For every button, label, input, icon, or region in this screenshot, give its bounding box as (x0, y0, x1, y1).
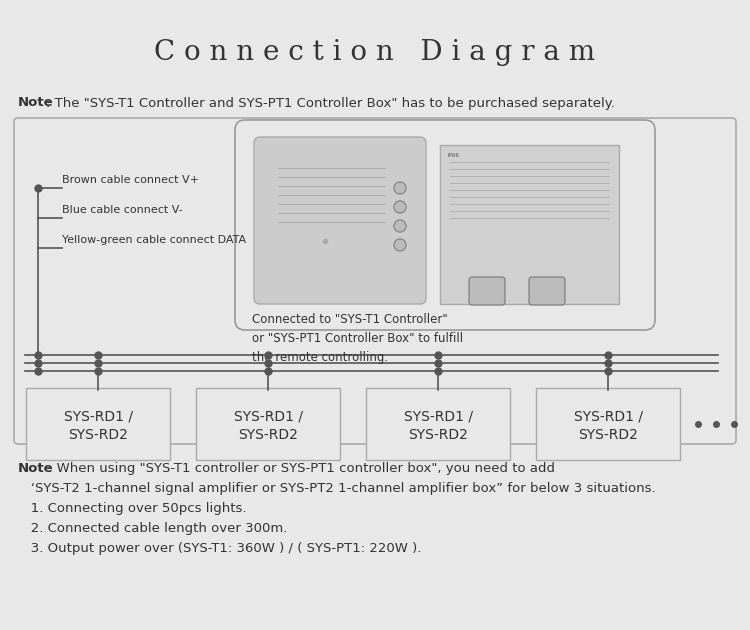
FancyBboxPatch shape (366, 388, 510, 460)
Text: SYS-RD2: SYS-RD2 (578, 428, 638, 442)
FancyBboxPatch shape (26, 388, 170, 460)
Text: 3. Output power over (SYS-T1: 360W ) / ( SYS-PT1: 220W ).: 3. Output power over (SYS-T1: 360W ) / (… (18, 542, 422, 555)
Text: Connected to "SYS-T1 Controller"
or "SYS-PT1 Controller Box" to fulfill
the remo: Connected to "SYS-T1 Controller" or "SYS… (252, 313, 463, 364)
Text: : When using "SYS-T1 controller or SYS-PT1 controller box", you need to add: : When using "SYS-T1 controller or SYS-P… (48, 462, 555, 475)
Text: IP66: IP66 (447, 153, 459, 158)
Text: SYS-RD2: SYS-RD2 (408, 428, 468, 442)
Text: SYS-RD2: SYS-RD2 (68, 428, 128, 442)
Text: SYS-RD1 /: SYS-RD1 / (404, 410, 472, 424)
Text: Brown cable connect V+: Brown cable connect V+ (62, 175, 199, 185)
FancyBboxPatch shape (196, 388, 340, 460)
Text: : The "SYS-T1 Controller and SYS-PT1 Controller Box" has to be purchased separat: : The "SYS-T1 Controller and SYS-PT1 Con… (46, 96, 615, 110)
Circle shape (394, 220, 406, 232)
Text: ‘SYS-T2 1-channel signal amplifier or SYS-PT2 1-channel amplifier box” for below: ‘SYS-T2 1-channel signal amplifier or SY… (18, 482, 656, 495)
FancyBboxPatch shape (14, 118, 736, 444)
Circle shape (394, 239, 406, 251)
Text: SYS-RD1 /: SYS-RD1 / (64, 410, 133, 424)
Text: SYS-RD2: SYS-RD2 (238, 428, 298, 442)
Text: Blue cable connect V-: Blue cable connect V- (62, 205, 183, 215)
FancyBboxPatch shape (469, 277, 505, 305)
Text: SYS-RD1 /: SYS-RD1 / (574, 410, 643, 424)
Text: 2. Connected cable length over 300m.: 2. Connected cable length over 300m. (18, 522, 287, 535)
Text: SYS-RD1 /: SYS-RD1 / (233, 410, 302, 424)
FancyBboxPatch shape (536, 388, 680, 460)
FancyBboxPatch shape (440, 145, 619, 304)
FancyBboxPatch shape (529, 277, 565, 305)
FancyBboxPatch shape (235, 120, 655, 330)
Text: C o n n e c t i o n   D i a g r a m: C o n n e c t i o n D i a g r a m (154, 38, 596, 66)
Circle shape (394, 201, 406, 213)
FancyBboxPatch shape (254, 137, 426, 304)
Text: 1. Connecting over 50pcs lights.: 1. Connecting over 50pcs lights. (18, 502, 247, 515)
Circle shape (394, 182, 406, 194)
Text: Yellow-green cable connect DATA: Yellow-green cable connect DATA (62, 235, 246, 245)
Text: Note: Note (18, 462, 54, 475)
Text: Note: Note (18, 96, 54, 110)
